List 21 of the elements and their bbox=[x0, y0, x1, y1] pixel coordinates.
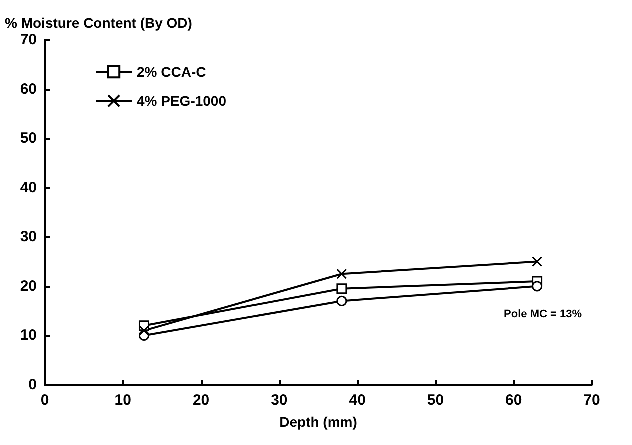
x-tick-label: 70 bbox=[584, 392, 600, 409]
y-tick-label: 60 bbox=[20, 80, 37, 98]
y-tick-label: 20 bbox=[20, 278, 37, 295]
x-tick-label: 20 bbox=[192, 392, 210, 409]
y-tick-label: 40 bbox=[20, 179, 37, 196]
x-tick-label: 40 bbox=[349, 392, 366, 409]
y-tick-label: 50 bbox=[20, 130, 37, 148]
y-tick-label: 0 bbox=[28, 376, 37, 394]
legend-label: 4% PEG-1000 bbox=[137, 93, 227, 110]
x-tick-label: 0 bbox=[40, 392, 50, 409]
y-tick-label: 70 bbox=[20, 32, 37, 48]
y-axis-title: % Moisture Content (By OD) bbox=[5, 15, 192, 31]
x-tick-label: 30 bbox=[271, 392, 288, 409]
y-tick-label: 10 bbox=[20, 327, 37, 344]
x-tick-label: 60 bbox=[506, 392, 522, 409]
annotation: Pole MC = 13% bbox=[504, 308, 582, 320]
y-tick-label: 30 bbox=[20, 228, 37, 246]
x-tick-label: 10 bbox=[114, 392, 132, 409]
x-axis-title: Depth (mm) bbox=[280, 414, 358, 430]
legend-label: 2% CCA-C bbox=[137, 64, 206, 80]
x-tick-label: 50 bbox=[427, 392, 444, 409]
